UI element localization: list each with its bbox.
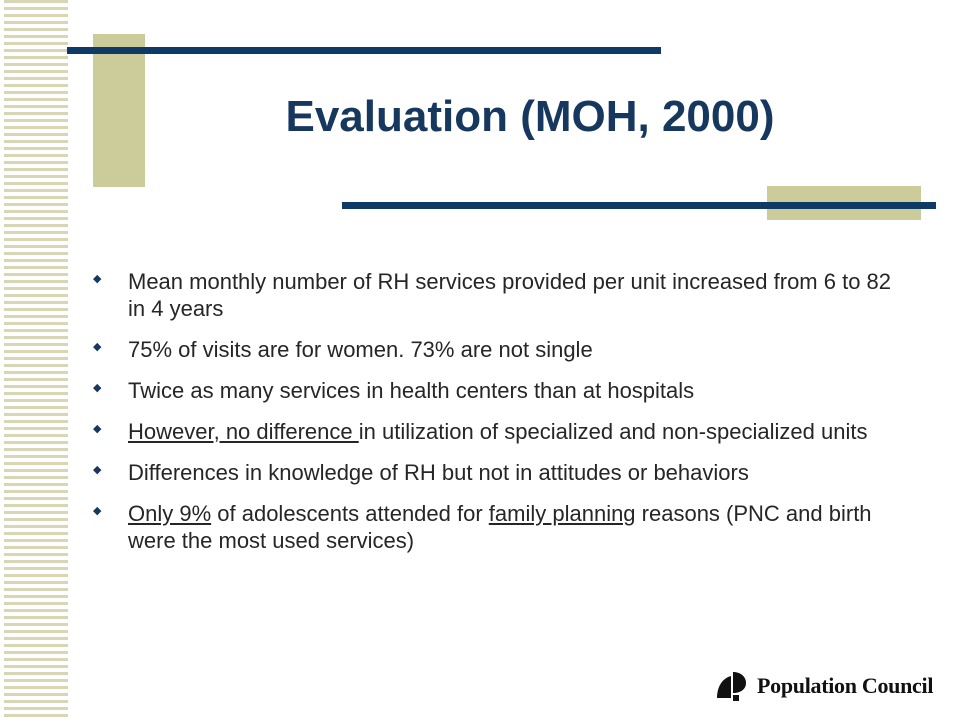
bullet-text-underlined: However, no difference [128, 419, 359, 444]
decorative-navy-line-bottom [342, 202, 936, 209]
decorative-olive-block-top [93, 34, 145, 187]
diamond-bullet-icon: ◆ [93, 341, 102, 353]
diamond-bullet-icon: ◆ [93, 423, 102, 435]
bullet-text-underlined: Only 9% [128, 501, 212, 526]
population-council-logo-icon [717, 672, 746, 701]
bullet-text: Mean monthly number of RH services provi… [128, 269, 892, 321]
bullet-list: ◆ Mean monthly number of RH services pro… [93, 268, 913, 568]
bullet-item: ◆ Twice as many services in health cente… [93, 377, 913, 404]
logo-text: Population Council [757, 673, 934, 698]
diamond-bullet-icon: ◆ [93, 505, 102, 517]
population-council-logo: Population Council [713, 666, 933, 706]
bullet-text: Twice as many services in health centers… [128, 378, 695, 403]
diamond-bullet-icon: ◆ [93, 382, 102, 394]
bullet-item: ◆ However, no difference in utilization … [93, 418, 913, 445]
bullet-text-underlined: family planning [488, 501, 636, 526]
bullet-item: ◆ Differences in knowledge of RH but not… [93, 459, 913, 486]
bullet-text: 75% of visits are for women. 73% are not… [128, 337, 593, 362]
decorative-stripe-band [0, 0, 68, 720]
diamond-bullet-icon: ◆ [93, 464, 102, 476]
bullet-item: ◆ Mean monthly number of RH services pro… [93, 268, 913, 322]
bullet-text: of adolescents attended for [211, 501, 489, 526]
bullet-text: in utilization of specialized and non-sp… [358, 419, 868, 444]
diamond-bullet-icon: ◆ [93, 273, 102, 285]
decorative-navy-line-top [67, 47, 661, 54]
bullet-item: ◆ 75% of visits are for women. 73% are n… [93, 336, 913, 363]
bullet-text: reasons (PNC and birth were the most use… [128, 501, 872, 553]
slide-title: Evaluation (MOH, 2000) [285, 92, 775, 141]
bullet-text: Differences in knowledge of RH but not i… [128, 460, 749, 485]
bullet-item: ◆ Only 9% of adolescents attended for fa… [93, 500, 913, 554]
